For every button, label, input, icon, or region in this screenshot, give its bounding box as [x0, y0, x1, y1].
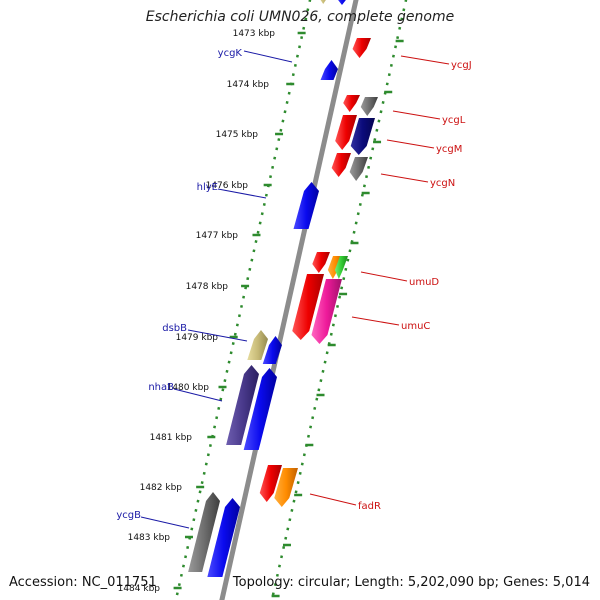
- ruler-label: 1480 kbp: [167, 383, 210, 393]
- gene-feature: [350, 118, 375, 155]
- gene-label-ycgK: ycgK: [218, 48, 243, 59]
- gene-label-ycgL: ycgL: [442, 115, 466, 126]
- ruler-label: 1481 kbp: [150, 433, 193, 443]
- gene-feature: [360, 97, 378, 116]
- gene-feature: [274, 468, 298, 507]
- gene-feature: [334, 256, 348, 279]
- left-ruler-track: [174, 0, 312, 600]
- ruler-label: 1483 kbp: [128, 533, 171, 543]
- gene-feature: [331, 153, 351, 177]
- gene-feature: [335, 115, 357, 150]
- ruler-label: 1484 kbp: [118, 584, 161, 594]
- gene-label-fadR: fadR: [358, 501, 381, 512]
- gene-feature: [320, 0, 326, 4]
- ruler-label: 1474 kbp: [227, 80, 270, 90]
- gene-leader-line: [400, 55, 450, 65]
- gene-feature: [320, 60, 338, 80]
- gene-feature: [259, 465, 282, 502]
- gene-leader-line: [187, 329, 248, 342]
- gene-feature: [207, 498, 240, 577]
- genome-summary-text: Topology: circular; Length: 5,202,090 bp…: [232, 575, 590, 590]
- gene-label-dsbB: dsbB: [162, 323, 187, 334]
- gene-leader-line: [360, 271, 408, 282]
- gene-label-ycgJ: ycgJ: [451, 60, 472, 71]
- gene-feature: [293, 182, 319, 229]
- gene-feature: [188, 492, 220, 572]
- gene-feature: [343, 95, 360, 112]
- gene-leader-line: [386, 139, 435, 149]
- gene-feature: [311, 279, 342, 344]
- gene-label-umuD: umuD: [409, 277, 439, 288]
- ruler-label: 1479 kbp: [176, 333, 219, 343]
- gene-leader-line: [309, 493, 357, 506]
- gene-label-nhaB: nhaB: [148, 382, 174, 393]
- gene-leader-line: [351, 316, 400, 326]
- gene-label-ycgM: ycgM: [436, 144, 462, 155]
- accession-text: Accession: NC_011751: [9, 575, 157, 590]
- right-ruler-track: [270, 0, 408, 600]
- gene-feature: [247, 330, 268, 360]
- ruler-label: 1476 kbp: [206, 181, 249, 191]
- gene-feature: [349, 157, 368, 181]
- gene-label-ycgB: ycgB: [116, 510, 141, 521]
- gene-feature: [292, 274, 324, 340]
- gene-feature: [262, 336, 282, 364]
- gene-feature: [243, 368, 277, 450]
- gene-leader-line: [380, 173, 429, 183]
- ruler-label: 1482 kbp: [140, 483, 183, 493]
- genome-title: Escherichia coli UMN026, complete genome: [145, 9, 455, 25]
- ruler-label: 1477 kbp: [196, 231, 239, 241]
- gene-label-hlyE: hlyE: [197, 182, 218, 193]
- gene-leader-line: [392, 110, 441, 120]
- gene-leader-line: [140, 516, 190, 529]
- gene-leader-line: [173, 388, 223, 402]
- ruler-label: 1473 kbp: [233, 29, 276, 39]
- gene-feature: [226, 365, 259, 445]
- gene-feature: [352, 38, 371, 58]
- ruler-label: 1478 kbp: [186, 282, 229, 292]
- gene-feature: [312, 252, 330, 273]
- gene-label-umuC: umuC: [401, 321, 430, 332]
- ruler-label: 1475 kbp: [216, 130, 259, 140]
- gene-leader-line: [243, 50, 293, 63]
- gene-feature: [338, 0, 346, 5]
- backbone-line: [219, 0, 359, 600]
- gene-label-ycgN: ycgN: [430, 178, 455, 189]
- gene-leader-line: [217, 188, 267, 199]
